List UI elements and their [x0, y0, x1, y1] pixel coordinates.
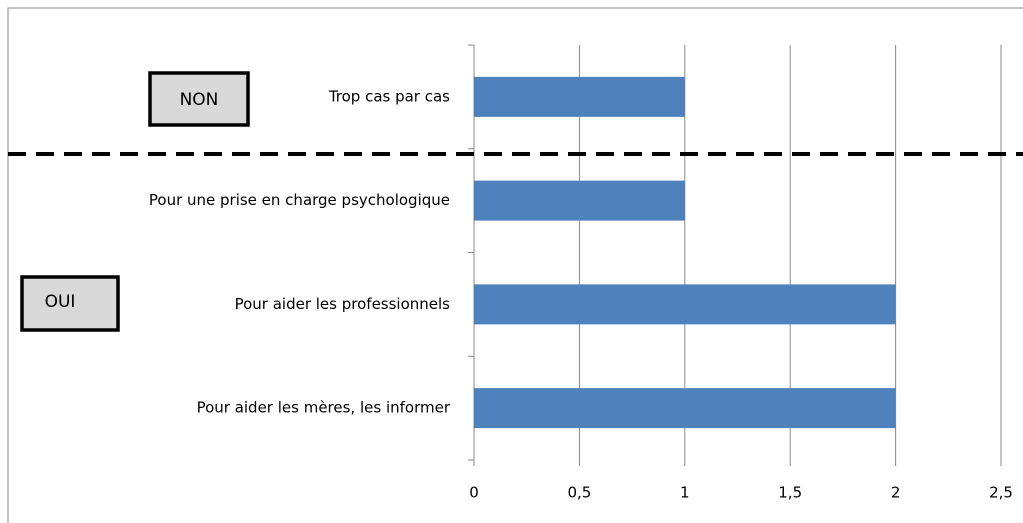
annotation: OUI: [45, 292, 76, 312]
annotation-box: [20, 275, 120, 332]
x-tick-label: 2: [891, 484, 901, 502]
y-tick-label: Pour aider les mères, les informer: [197, 399, 451, 417]
bar: [474, 180, 685, 221]
bar: [474, 388, 896, 429]
y-tick-label: Pour aider les professionnels: [235, 295, 451, 313]
bar: [474, 284, 896, 325]
x-tick-label: 1,5: [778, 484, 802, 502]
annotation: NON: [180, 90, 219, 110]
x-tick-label: 1: [680, 484, 690, 502]
y-tick-label: Trop cas par cas: [328, 87, 450, 105]
annotation-box: [148, 71, 250, 127]
plot-area: 0 0,5 1 1,5 2 2,5 Trop cas par cas Pour une pri…: [149, 44, 1013, 502]
y-tick-label: Pour une prise en charge psychologique: [149, 191, 450, 209]
bar: [474, 76, 685, 117]
x-tick-label: 0: [469, 484, 479, 502]
x-tick-label: 0,5: [567, 484, 591, 502]
x-tick-label: 2,5: [989, 484, 1013, 502]
